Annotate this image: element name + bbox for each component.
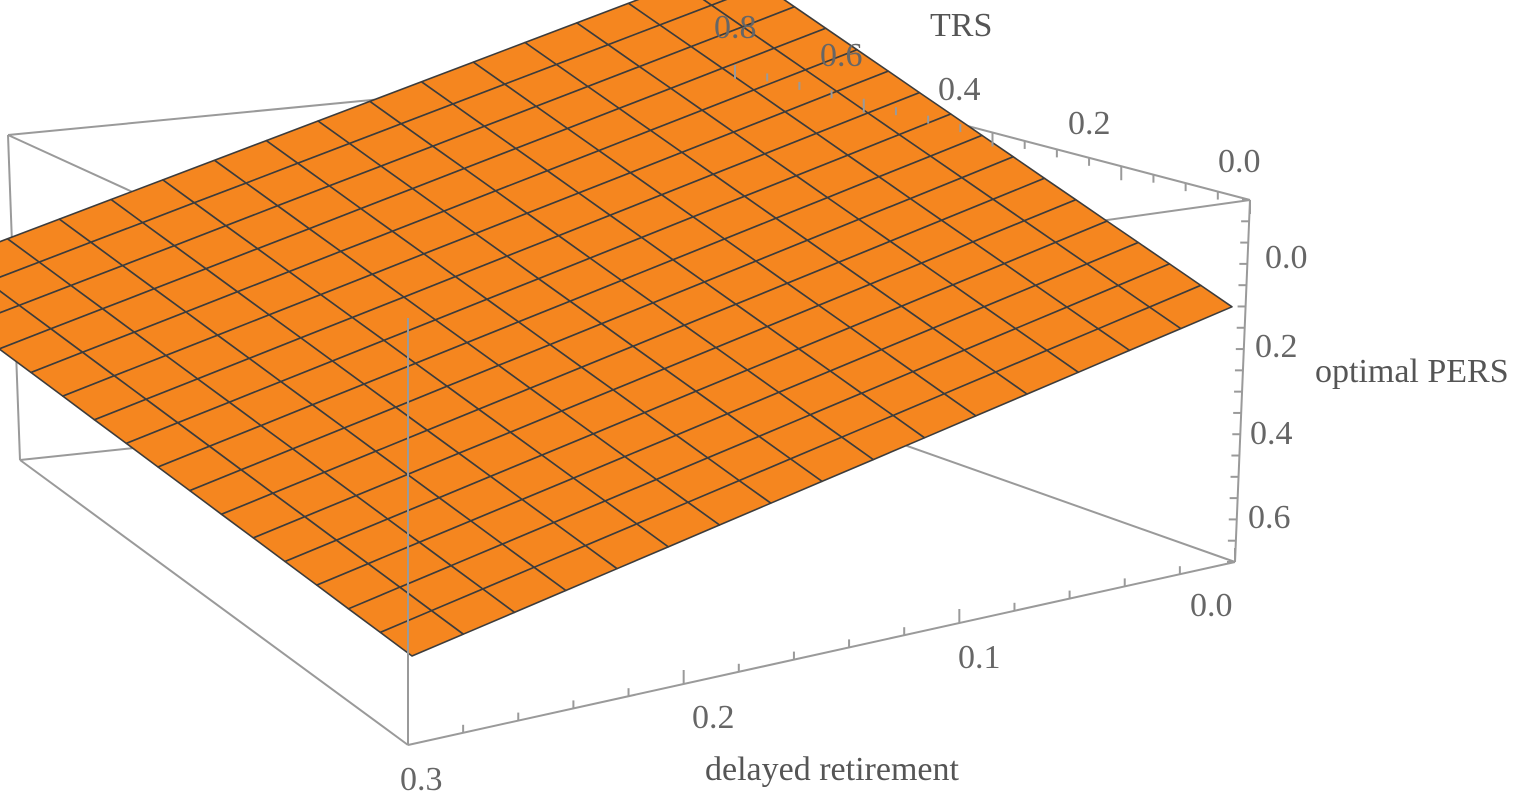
y-tick-label-3: 0.6 xyxy=(820,37,863,74)
y-tick-label-0: 0.0 xyxy=(1218,143,1261,180)
y-tick-label-4: 0.8 xyxy=(714,9,757,46)
surface-mesh xyxy=(0,0,1233,657)
z-axis-label: optimal PERS xyxy=(1315,353,1509,390)
x-tick-label-0: 0.0 xyxy=(1190,587,1233,624)
z-tick-label-1: 0.2 xyxy=(1255,328,1298,365)
surface-cell xyxy=(0,290,21,314)
surface-cell xyxy=(379,609,465,657)
z-tick-label-0: 0.0 xyxy=(1265,239,1308,276)
tick-marks xyxy=(407,65,1251,745)
z-tick-label-3: 0.6 xyxy=(1248,499,1291,536)
y-axis-label: TRS xyxy=(930,7,992,44)
x-axis-label: delayed retirement xyxy=(705,751,959,788)
bounding-box-front xyxy=(407,318,1236,746)
y-tick-label-2: 0.4 xyxy=(938,71,981,108)
z-tick-label-2: 0.4 xyxy=(1250,415,1293,452)
x-tick-label-2: 0.2 xyxy=(692,699,735,736)
x-tick-label-3: 0.3 xyxy=(400,761,443,798)
x-tick-label-1: 0.1 xyxy=(958,639,1001,676)
y-tick-label-1: 0.2 xyxy=(1068,105,1111,142)
